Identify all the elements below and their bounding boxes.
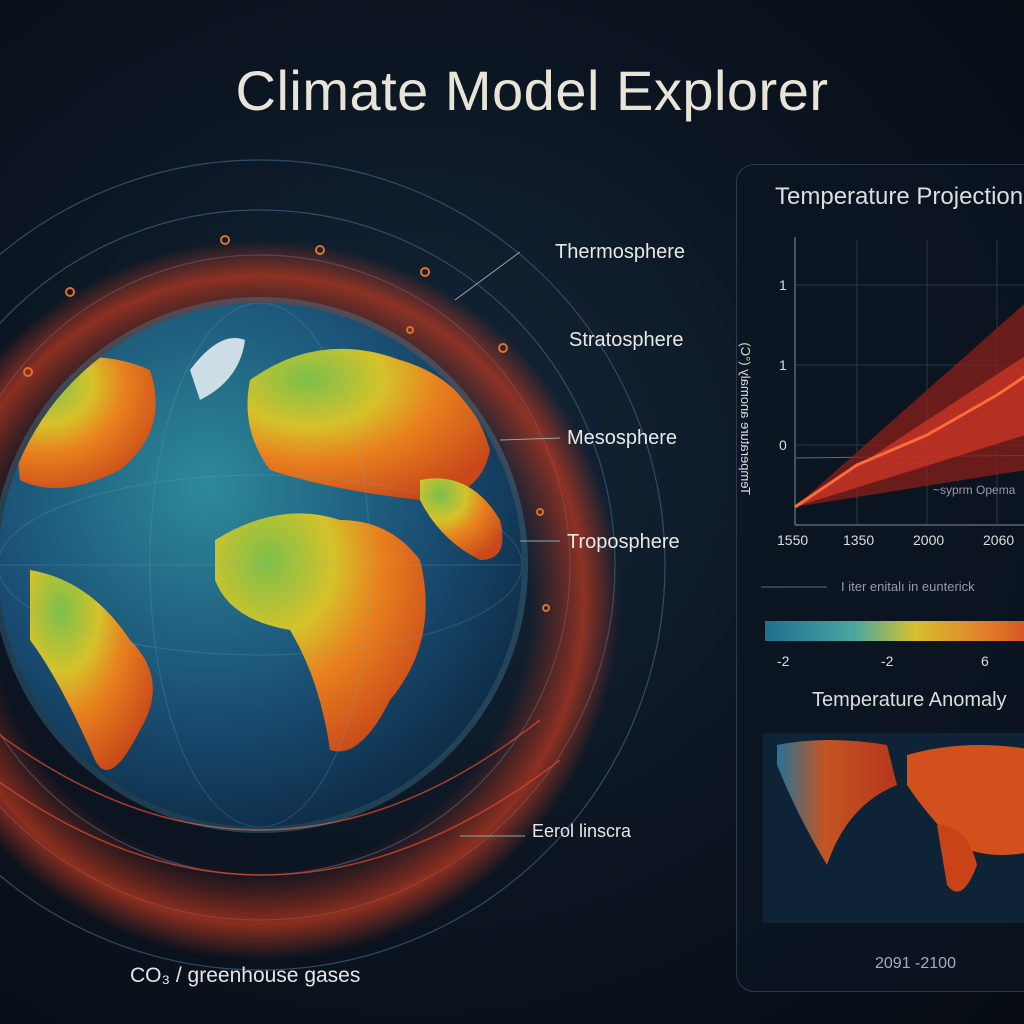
colorbar-label: 6 [981,653,989,669]
map-period: 2091 -2100 [875,955,956,972]
annotation: ~syprm Opema [933,483,1016,497]
x-tick-label: 1350 [843,532,875,548]
caption: CO₃ / greenhouse gases [130,964,361,987]
page-title: Climate Model Explorer [235,59,829,122]
layer-label: Mesosphere [567,427,678,449]
y-tick-label: 0 [779,437,787,453]
x-tick-label: 2060 [983,532,1015,548]
colorbar-label: -2 [881,653,894,669]
x-tick-label: 2000 [913,532,945,548]
layer-label: Eerol linscra [532,821,632,841]
x-tick-label: 1550 [777,532,809,548]
panel-title: Temperature Projections [775,183,1024,210]
side-panel: Temperature Projections Temperature anom… [736,164,1024,992]
layer-label: Stratosphere [569,329,684,351]
y-tick-label: 1 [779,277,787,293]
y-axis-label: Temperature anomaly (°C) [738,342,753,495]
note: I iter enitalı in eunterick [841,579,975,594]
layer-label: Troposphere [567,531,680,553]
colorbar-label: -2 [777,653,790,669]
layer-label: Thermosphere [555,241,686,263]
map-title: Temperature Anomaly [812,689,1007,711]
y-tick-label: 1 [779,357,787,373]
panel-graphics [761,237,1024,923]
